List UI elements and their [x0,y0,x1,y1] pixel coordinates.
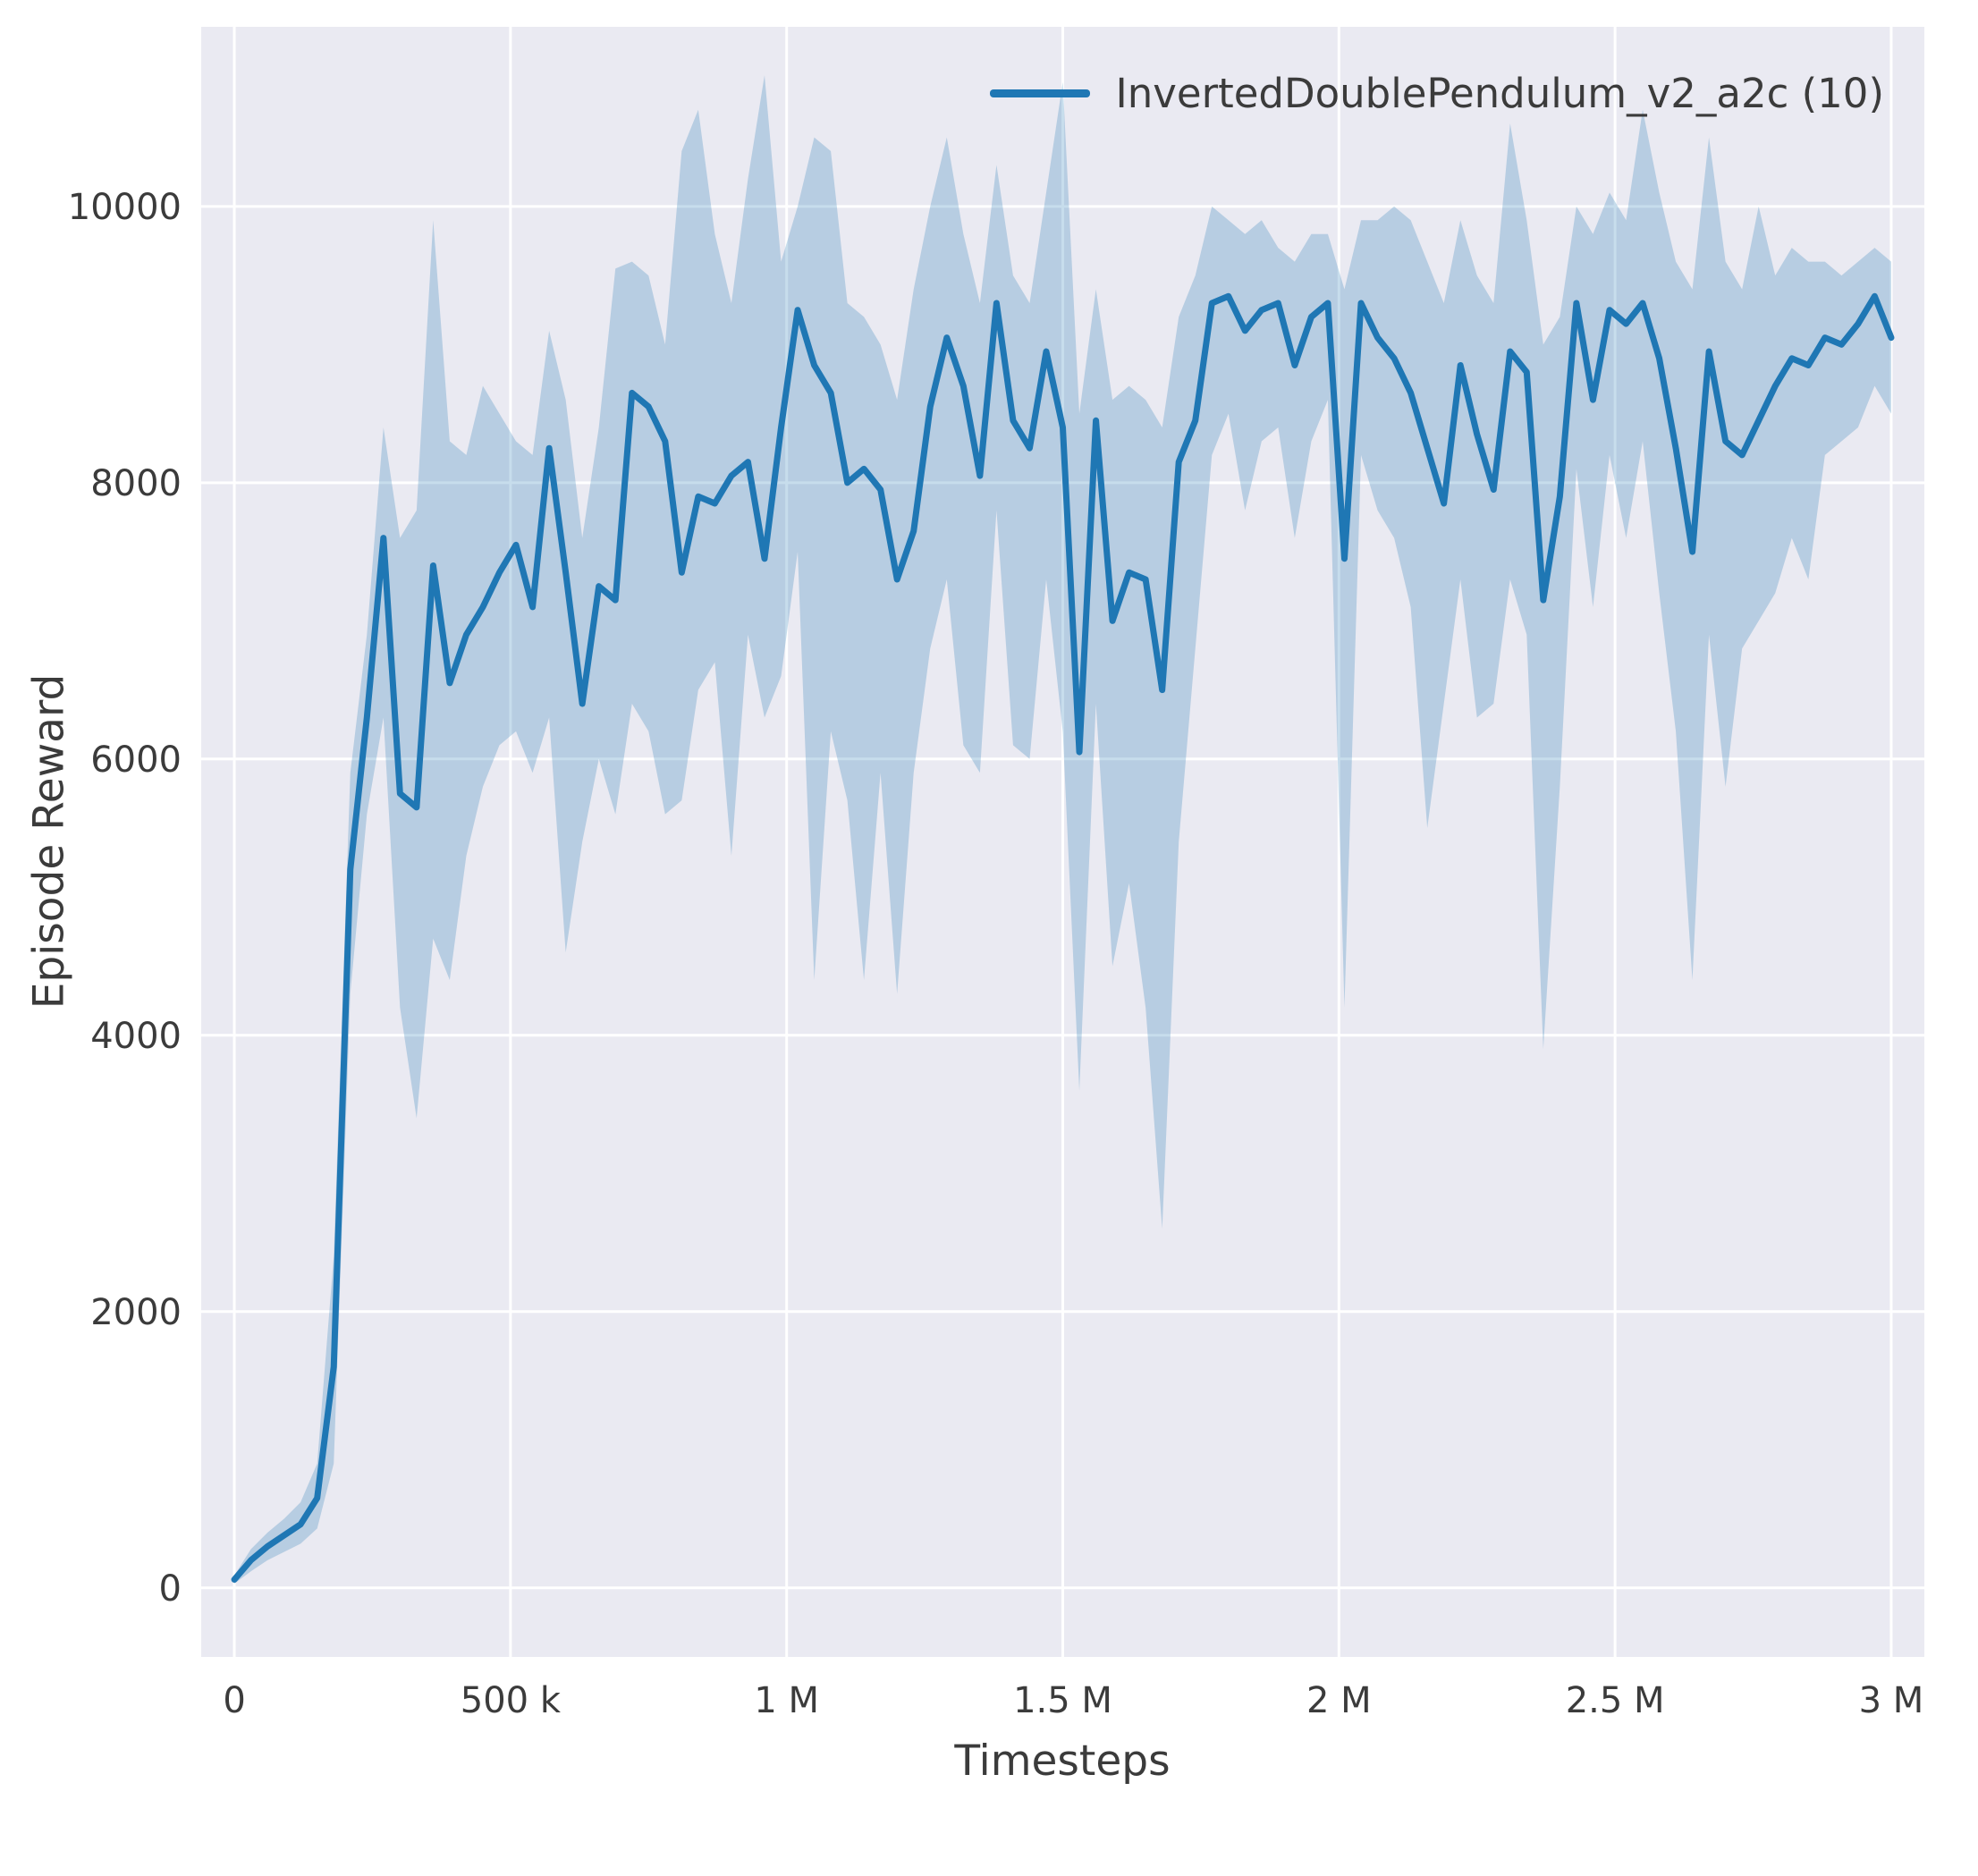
mean-line [231,292,1895,1583]
legend-line-sample [990,89,1091,97]
y-tick-label: 8000 [90,463,182,504]
y-tick-label: 10000 [68,187,182,228]
x-tick-label: 1 M [754,1680,819,1721]
y-tick-label: 6000 [90,739,182,781]
legend: InvertedDoublePendulum_v2_a2c (10) [990,70,1884,117]
y-tick-label: 4000 [90,1016,182,1057]
y-axis-label: Episode Reward [24,673,74,1010]
x-axis-label: Timesteps [954,1737,1171,1786]
x-tick-label: 2.5 M [1566,1680,1665,1721]
x-tick-label: 500 k [461,1680,562,1721]
x-tick-label: 3 M [1859,1680,1924,1721]
y-tick-label: 2000 [90,1292,182,1333]
y-tick-label: 0 [159,1568,182,1610]
x-tick-label: 2 M [1306,1680,1372,1721]
x-tick-label: 1.5 M [1013,1680,1112,1721]
legend-series-label: InvertedDoublePendulum_v2_a2c (10) [1115,70,1884,117]
x-tick-label: 0 [223,1680,245,1721]
confidence-band [234,75,1891,1584]
